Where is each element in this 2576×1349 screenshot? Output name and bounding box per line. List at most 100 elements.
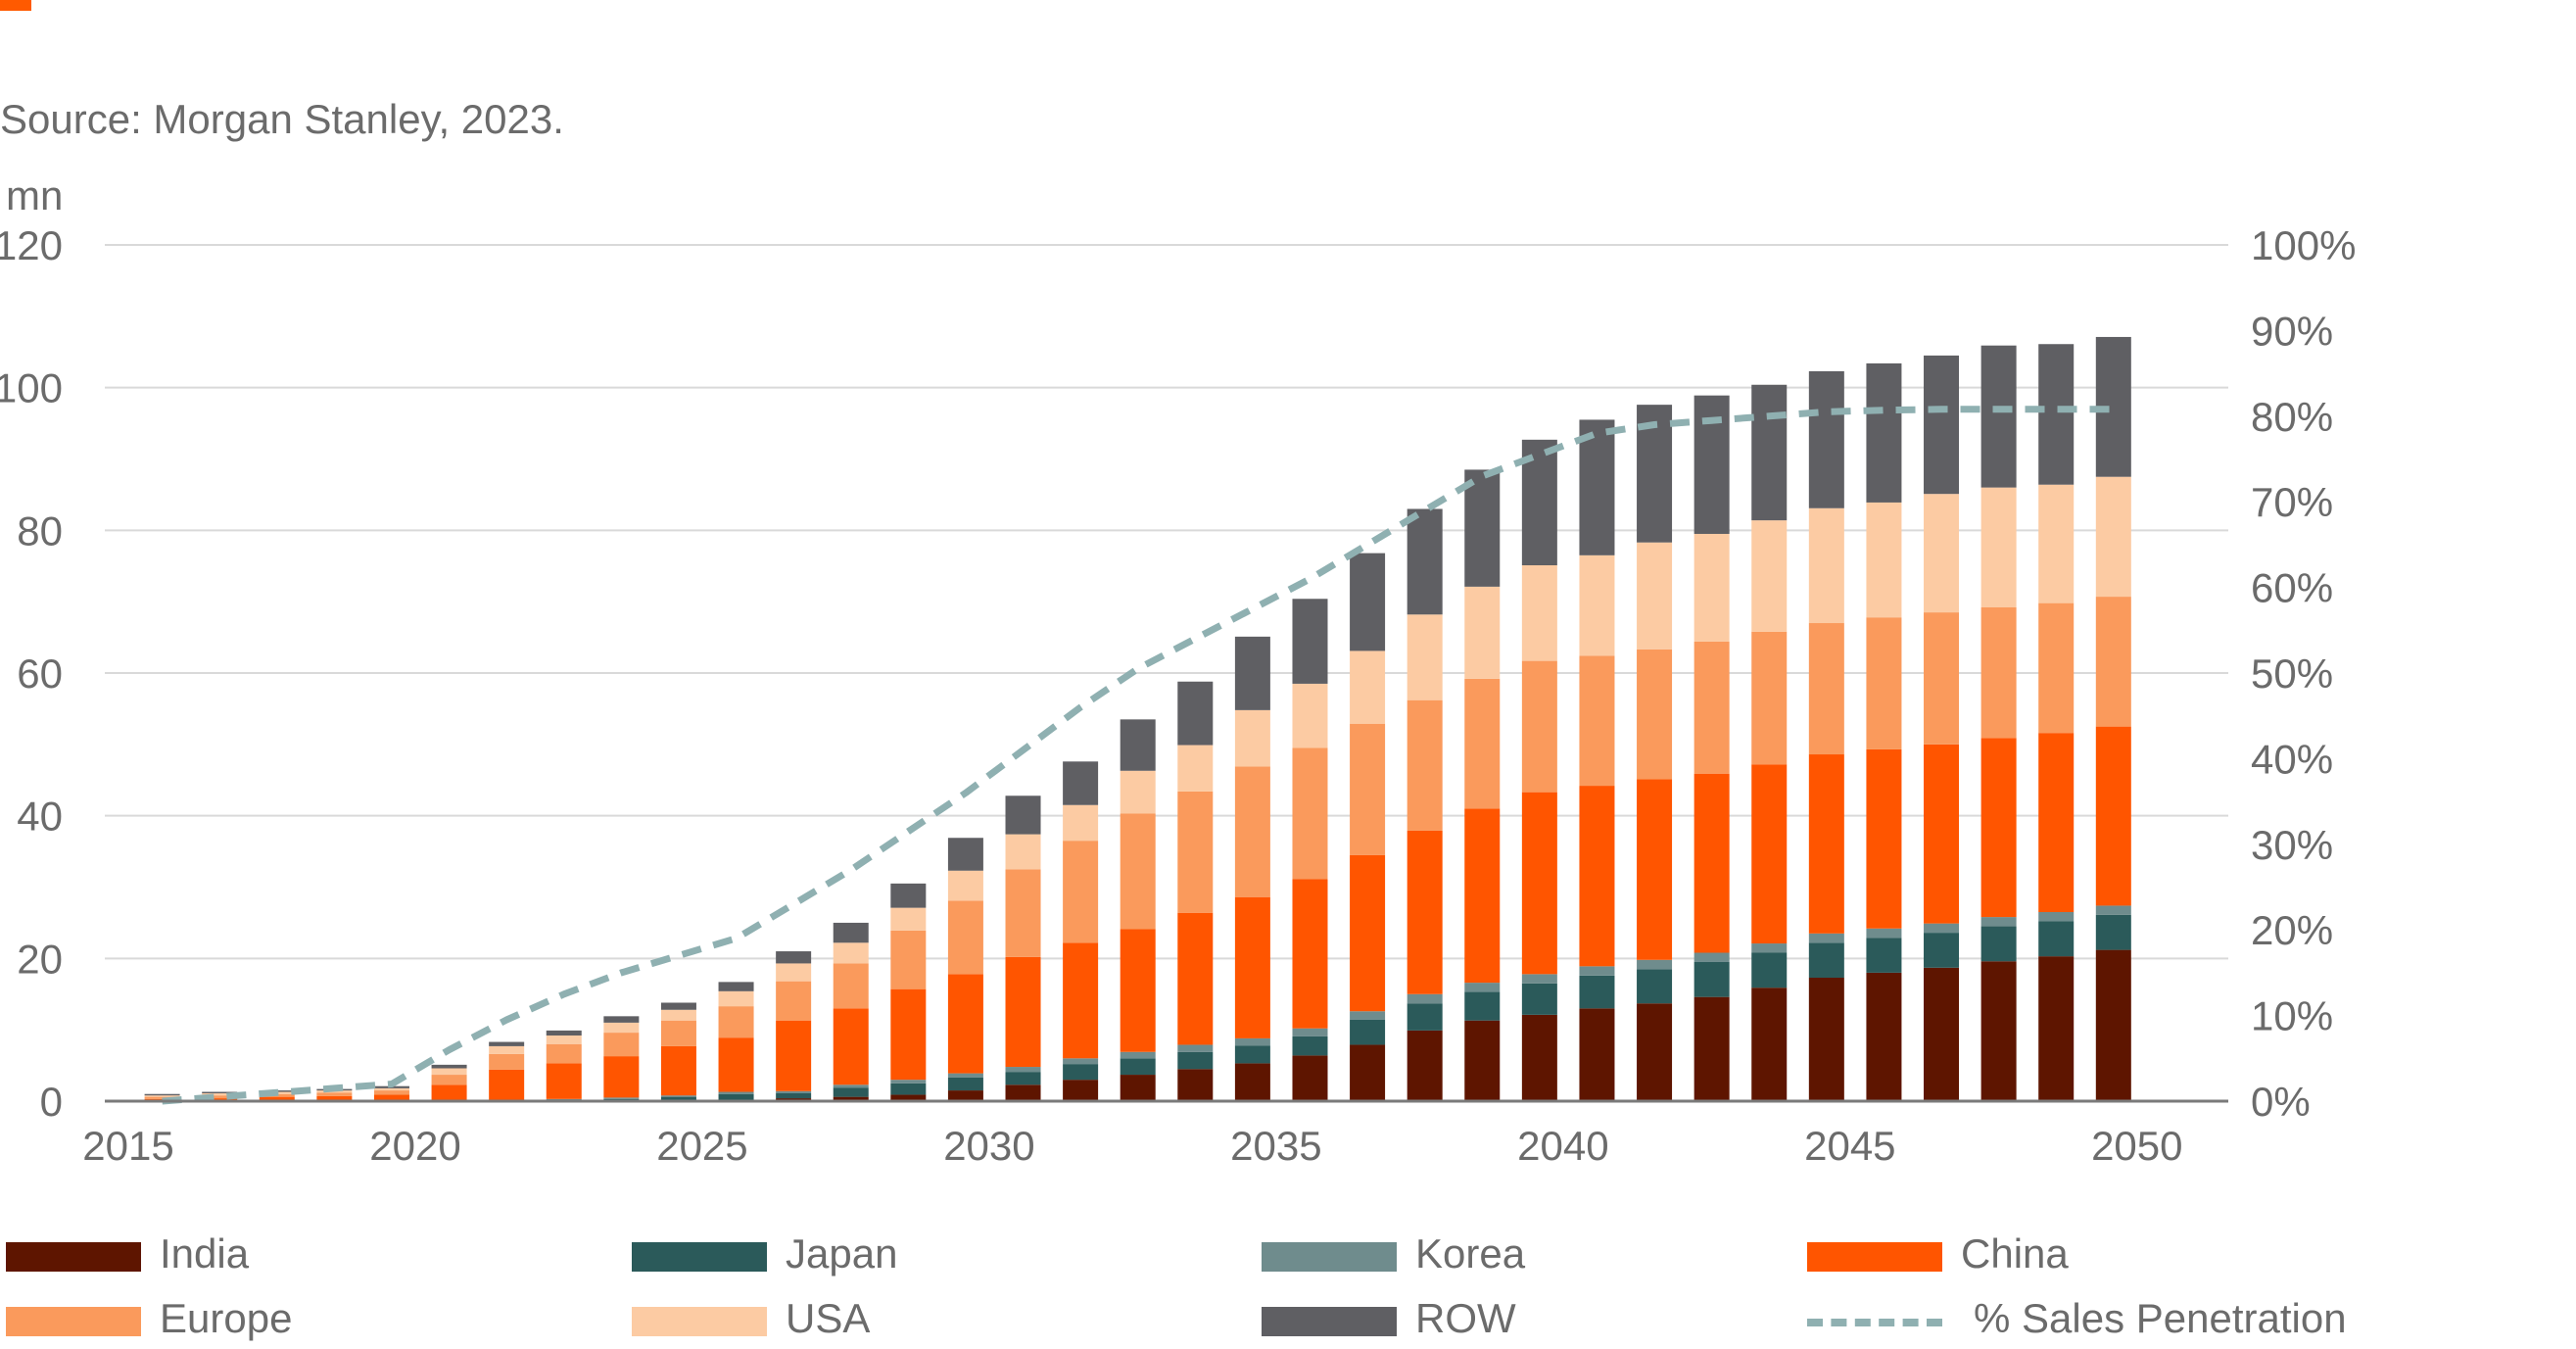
bar-korea-2039 xyxy=(1464,983,1501,992)
bar-usa-2039 xyxy=(1464,586,1501,679)
bar-china-2048 xyxy=(1980,738,2017,918)
legend-swatch xyxy=(6,1307,141,1336)
bar-china-2039 xyxy=(1464,808,1501,984)
bar-usa-2023 xyxy=(546,1035,582,1044)
bar-row-2044 xyxy=(1751,384,1788,521)
bar-europe-2021 xyxy=(431,1075,467,1085)
legend-swatch xyxy=(632,1307,767,1336)
bar-usa-2022 xyxy=(489,1045,525,1054)
bar-usa-2049 xyxy=(2038,484,2075,603)
bar-china-2021 xyxy=(431,1084,467,1101)
bar-row-2029 xyxy=(890,883,927,908)
bar-china-2049 xyxy=(2038,733,2075,912)
y2-tick-label: 80% xyxy=(2251,394,2333,440)
bar-korea-2043 xyxy=(1693,952,1730,962)
bar-row-2025 xyxy=(660,1002,696,1010)
bar-japan-2050 xyxy=(2095,914,2131,950)
legend-swatch xyxy=(6,1242,141,1272)
bar-row-2045 xyxy=(1808,370,1844,508)
bar-usa-2037 xyxy=(1350,650,1386,724)
bar-europe-2039 xyxy=(1464,678,1501,809)
y-tick-label: 80 xyxy=(17,507,63,554)
bar-china-2040 xyxy=(1521,792,1557,975)
bar-korea-2044 xyxy=(1751,943,1788,953)
bar-korea-2026 xyxy=(718,1091,754,1094)
y-tick-label: 40 xyxy=(17,794,63,840)
legend-label: China xyxy=(1961,1230,2069,1277)
bar-usa-2026 xyxy=(718,990,754,1007)
bar-europe-2029 xyxy=(890,930,927,989)
legend-swatch xyxy=(1807,1319,1942,1326)
bar-usa-2033 xyxy=(1120,770,1156,814)
bar-korea-2036 xyxy=(1292,1028,1328,1036)
bar-usa-2040 xyxy=(1521,565,1557,661)
y-tick-label: 0 xyxy=(40,1079,63,1125)
bar-row-2036 xyxy=(1292,599,1328,684)
bar-usa-2050 xyxy=(2095,476,2131,598)
bar-row-2038 xyxy=(1407,508,1443,615)
bar-china-2044 xyxy=(1751,764,1788,944)
bar-row-2047 xyxy=(1924,355,1960,495)
accent-mark xyxy=(0,0,31,11)
bar-china-2036 xyxy=(1292,879,1328,1029)
y-unit-label: mn xyxy=(6,172,63,218)
bar-china-2023 xyxy=(546,1063,582,1099)
bar-japan-2041 xyxy=(1579,975,1615,1009)
bar-india-2039 xyxy=(1464,1020,1501,1101)
y-tick-label: 20 xyxy=(17,936,63,982)
bar-usa-2048 xyxy=(1980,487,2017,607)
bar-japan-2039 xyxy=(1464,991,1501,1021)
bar-europe-2019 xyxy=(316,1092,353,1096)
bar-usa-2038 xyxy=(1407,614,1443,700)
bar-europe-2034 xyxy=(1177,791,1214,913)
y2-tick-label: 50% xyxy=(2251,650,2333,697)
bar-row-2043 xyxy=(1693,395,1730,534)
bar-korea-2049 xyxy=(2038,911,2075,922)
bar-india-2036 xyxy=(1292,1055,1328,1101)
sales-penetration-line xyxy=(162,406,2114,1105)
bar-usa-2042 xyxy=(1637,542,1673,650)
bar-row-2035 xyxy=(1234,636,1270,710)
bar-japan-2027 xyxy=(776,1092,812,1099)
bar-usa-2025 xyxy=(660,1009,696,1021)
bar-europe-2028 xyxy=(833,963,869,1009)
bar-india-2032 xyxy=(1063,1080,1099,1101)
axes: 020406080100120mn0%10%20%30%40%50%60%70%… xyxy=(0,172,2356,1169)
bar-japan-2048 xyxy=(1980,926,2017,962)
bar-row-2017 xyxy=(202,1091,238,1093)
bar-row-2032 xyxy=(1063,761,1099,805)
bar-china-2038 xyxy=(1407,830,1443,994)
bar-india-2046 xyxy=(1866,972,1902,1101)
bar-europe-2050 xyxy=(2095,597,2131,727)
bar-korea-2038 xyxy=(1407,993,1443,1004)
bar-japan-2033 xyxy=(1120,1058,1156,1076)
bar-usa-2020 xyxy=(373,1087,409,1091)
bar-china-2020 xyxy=(373,1094,409,1101)
bar-europe-2031 xyxy=(1005,869,1041,957)
y2-tick-label: 0% xyxy=(2251,1079,2311,1125)
bar-europe-2023 xyxy=(546,1043,582,1064)
source-note: Source: Morgan Stanley, 2023. xyxy=(0,96,564,142)
bar-europe-2020 xyxy=(373,1090,409,1095)
bar-usa-2016 xyxy=(144,1095,180,1097)
y2-tick-label: 10% xyxy=(2251,993,2333,1039)
bar-europe-2045 xyxy=(1808,623,1844,755)
bar-japan-2046 xyxy=(1866,938,1902,973)
bar-japan-2045 xyxy=(1808,942,1844,978)
bar-row-2030 xyxy=(947,838,983,871)
bar-korea-2047 xyxy=(1924,923,1960,934)
bars xyxy=(144,336,2131,1101)
bar-row-2039 xyxy=(1464,469,1501,587)
bar-china-2028 xyxy=(833,1008,869,1085)
bar-korea-2041 xyxy=(1579,966,1615,976)
legend-swatch xyxy=(1262,1242,1397,1272)
x-tick-label: 2045 xyxy=(1804,1123,1895,1169)
bar-india-2037 xyxy=(1350,1044,1386,1101)
bar-japan-2030 xyxy=(947,1077,983,1091)
bar-row-2048 xyxy=(1980,345,2017,488)
bar-usa-2027 xyxy=(776,963,812,982)
bar-europe-2035 xyxy=(1234,766,1270,897)
bar-india-2028 xyxy=(833,1096,869,1101)
bar-row-2027 xyxy=(776,951,812,964)
bar-usa-2032 xyxy=(1063,804,1099,842)
